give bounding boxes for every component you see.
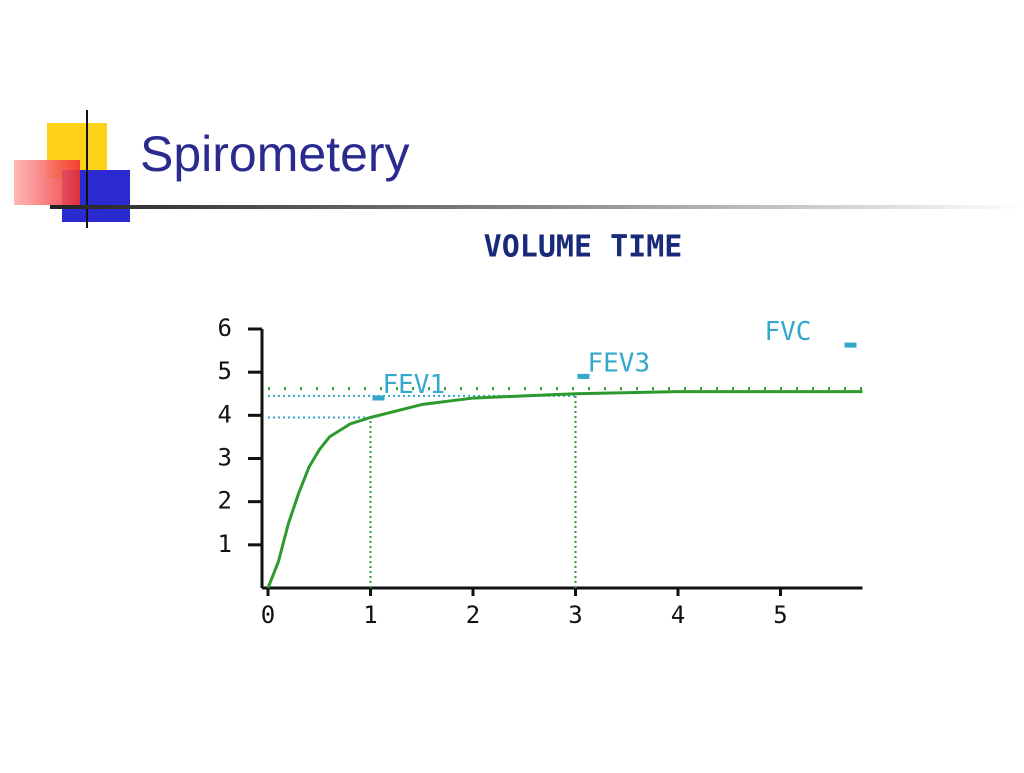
volume-curve <box>266 390 863 589</box>
y-tick-label: 2 <box>218 487 232 515</box>
x-tick-label: 2 <box>466 601 480 629</box>
x-tick-label: 5 <box>773 601 787 629</box>
marker-label: FVC <box>765 317 812 347</box>
y-tick-label: 3 <box>218 444 232 472</box>
marker-label: FEV3 <box>588 348 651 378</box>
y-tick-label: 5 <box>218 357 232 385</box>
slide-title: Spirometery <box>140 126 410 182</box>
x-tick-label: 0 <box>261 601 275 629</box>
marker-box <box>844 342 857 348</box>
title-rule <box>50 205 1024 209</box>
x-tick-label: 1 <box>363 601 377 629</box>
deco-red <box>14 160 80 205</box>
y-tick-label: 1 <box>218 530 232 558</box>
chart-title: VOLUME TIME <box>484 230 683 265</box>
marker-box <box>372 395 385 401</box>
x-tick-label: 4 <box>671 601 685 629</box>
y-tick-label: 4 <box>218 400 232 428</box>
x-tick-label: 3 <box>568 601 582 629</box>
marker-box <box>577 373 590 379</box>
y-tick-label: 6 <box>218 314 232 342</box>
